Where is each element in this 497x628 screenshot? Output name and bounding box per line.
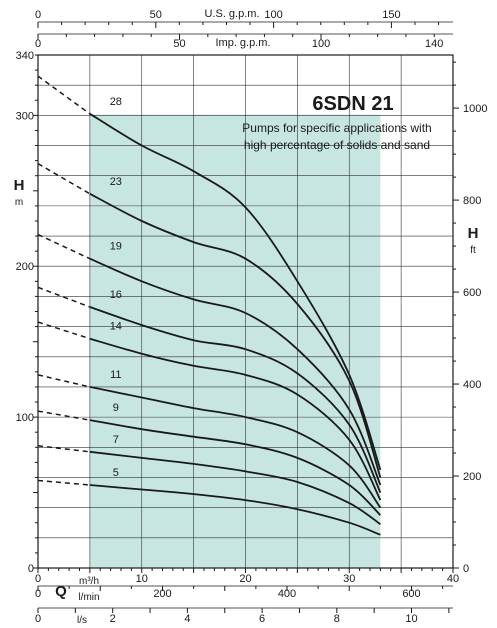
q-axis-label: Q [55,583,67,600]
h-ft-tick-label: 400 [463,379,481,391]
m3h-tick-label: 40 [447,573,459,585]
impgpm-tick-label: 50 [173,38,185,50]
curve-label-9: 9 [113,402,119,414]
h-ft-axis-unit: ft [470,245,476,256]
curve-11 [89,386,382,509]
h-m-axis-unit: m [15,197,23,208]
curve-19 [89,257,382,486]
lmin-axis-unit: l/min [78,592,99,603]
usgpm-tick-label: 150 [382,9,400,21]
chart-title: 6SDN 21 [312,93,393,115]
h-m-tick-label: 100 [16,412,34,424]
performance-curves: 28 23 19 16 14 11 9 7 5 [37,75,382,536]
m3h-tick-label: 10 [136,573,148,585]
grid-lines [38,55,453,568]
ls-axis-unit: l/s [77,615,87,626]
ls-tick-label: 0 [35,613,41,625]
ls-tick-label: 10 [405,613,417,625]
h-m-tick-label: 200 [16,261,34,273]
h-m-tick-label: 340 [16,50,34,62]
usgpm-axis-label: U.S. g.p.m. [204,8,259,20]
impgpm-tick-label: 140 [425,38,443,50]
curve-extension-14 [37,321,91,340]
ls-tick-label: 4 [184,613,190,625]
ls-tick-label: 8 [334,613,340,625]
h-ft-tick-label: 0 [463,563,469,575]
h-m-axis-label: H [14,177,25,194]
lmin-tick-label: 200 [153,588,171,600]
curve-16 [89,306,382,493]
h-ft-axis-label: H [468,225,479,242]
h-m-tick-label: 300 [16,110,34,122]
curve-extension-28 [37,75,91,115]
curve-extension-19 [37,233,91,260]
h-ft-tick-label: 1000 [463,103,487,115]
subtitle-line-2: high percentage of solids and sand [244,138,430,152]
curve-label-7: 7 [113,434,119,446]
curve-extension-16 [37,286,91,308]
curve-label-11: 11 [110,369,121,381]
h-m-tick-label: 0 [28,563,34,575]
impgpm-axis-label: Imp. g.p.m. [215,37,270,49]
impgpm-tick-label: 100 [312,38,330,50]
curve-label-16: 16 [110,289,122,301]
curve-7 [89,450,381,525]
h-ft-tick-label: 800 [463,195,481,207]
subtitle-line-1: Pumps for specific applications with [242,121,431,135]
curve-label-28: 28 [110,96,122,108]
m3h-tick-label: 30 [343,573,355,585]
ls-tick-label: 2 [110,613,116,625]
curve-label-14: 14 [110,321,122,333]
curve-14 [89,337,382,501]
lmin-tick-label: 600 [402,588,420,600]
curve-23 [89,193,382,478]
curve-label-5: 5 [113,467,119,479]
m3h-tick-label: 0 [35,573,41,585]
usgpm-tick-label: 50 [150,9,162,21]
curve-5 [89,484,381,536]
curve-extension-23 [37,162,91,195]
operating-range-area [89,114,381,569]
ls-tick-label: 6 [259,613,265,625]
lmin-tick-label: 400 [278,588,296,600]
m3h-axis-unit: m³/h [79,576,99,587]
h-ft-tick-label: 200 [463,471,481,483]
lmin-tick-label: 0 [35,588,41,600]
usgpm-tick-label: 0 [35,9,41,21]
m3h-tick-label: 20 [239,573,251,585]
curve-label-23: 23 [110,176,122,188]
impgpm-tick-label: 0 [35,38,41,50]
curve-28 [89,113,382,471]
curve-9 [89,419,382,516]
h-ft-tick-label: 600 [463,287,481,299]
usgpm-tick-label: 100 [264,9,282,21]
curve-label-19: 19 [110,241,122,253]
